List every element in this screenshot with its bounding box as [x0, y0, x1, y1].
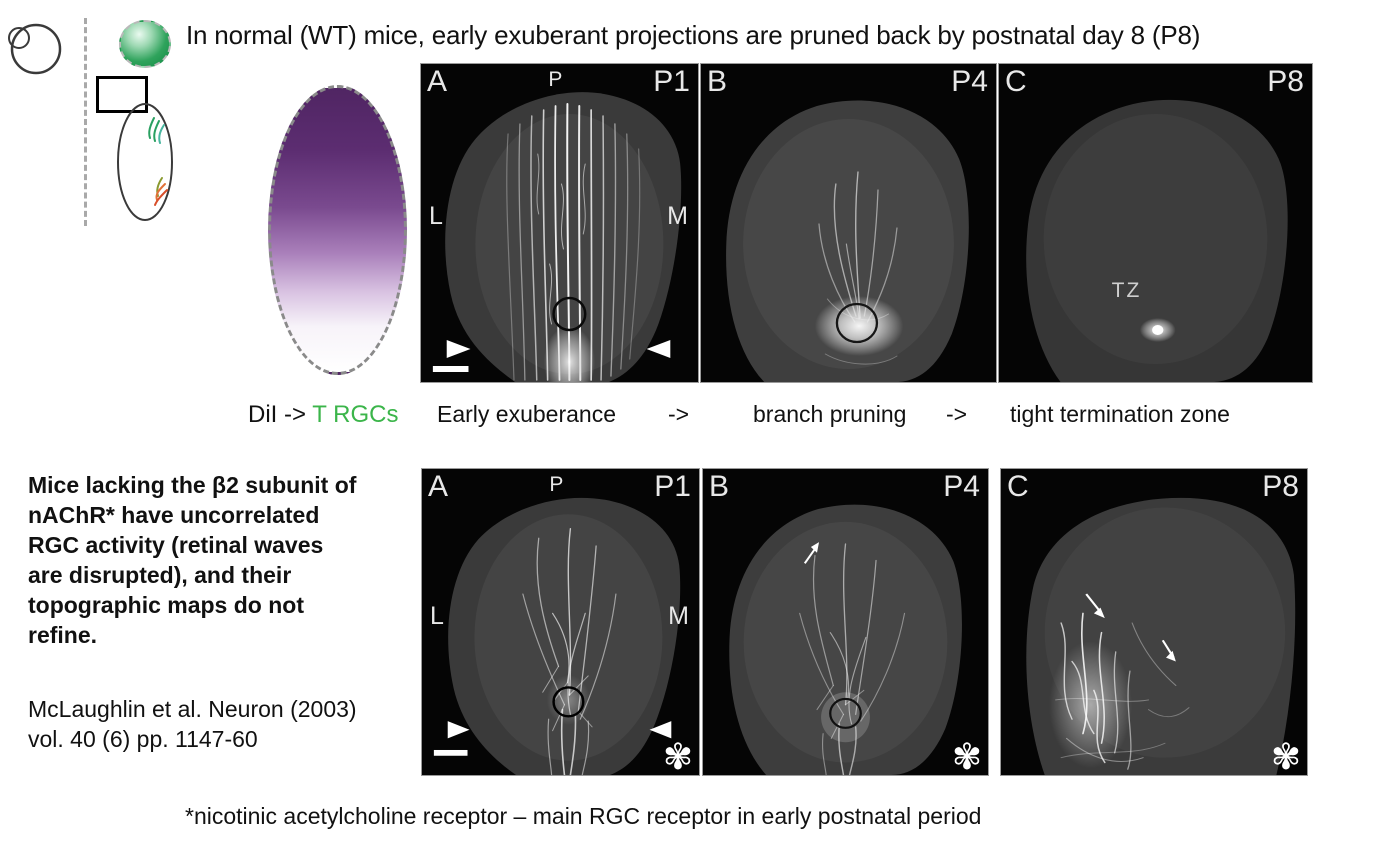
termination-zone-label: TZ: [1111, 279, 1142, 303]
beta2-ko-flower-icon: ✾: [951, 736, 982, 777]
eye-circle-icon: [8, 23, 62, 75]
trgc-label-green: T RGCs: [312, 401, 399, 428]
medial-label: M: [668, 601, 689, 630]
panel-letter: B: [707, 65, 728, 98]
age-label: P4: [951, 65, 988, 98]
citation-line: vol. 40 (6) pp. 1147-60: [28, 726, 258, 752]
micrograph-wt-p4: B P4: [700, 63, 997, 383]
lateral-label: L: [429, 201, 443, 230]
medial-label: M: [667, 201, 688, 230]
caption-step3: tight termination zone: [1010, 401, 1230, 427]
panel-letter: A: [427, 65, 448, 98]
age-label: P1: [653, 65, 690, 98]
caption-step2: branch pruning: [753, 401, 907, 427]
footnote: *nicotinic acetylcholine receptor – main…: [185, 803, 982, 829]
beta2-ko-flower-icon: ✾: [662, 736, 693, 777]
dii-label: DiI -> T RGCs: [248, 401, 398, 429]
slide-title: In normal (WT) mice, early exuberant pro…: [186, 20, 1201, 50]
posterior-label: P: [548, 68, 563, 91]
dii-label-black: DiI ->: [248, 401, 307, 428]
panel-letter: A: [428, 470, 449, 503]
mutant-line: refine.: [28, 622, 98, 648]
micrograph-wt-p1: A P P1 L M: [420, 63, 699, 383]
mutant-line: Mice lacking the β2 subunit of: [28, 472, 357, 498]
caption-arrow1: ->: [668, 401, 690, 427]
wt-p1-image: [421, 64, 698, 382]
age-label: P4: [943, 470, 980, 503]
citation: McLaughlin et al. Neuron (2003) vol. 40 …: [28, 694, 357, 754]
ko-p1-image: [422, 469, 699, 775]
dashed-midline: [84, 18, 87, 226]
green-retina-sphere-icon: [119, 20, 171, 68]
micrograph-ko-p8: C P8 ✾: [1000, 468, 1308, 776]
mutant-line: nAChR* have uncorrelated: [28, 502, 320, 528]
wt-p8-image: [999, 64, 1312, 382]
superior-colliculus-doodle-icon: [117, 103, 173, 221]
panel-letter: B: [709, 470, 730, 503]
citation-line: McLaughlin et al. Neuron (2003): [28, 696, 357, 722]
posterior-label: P: [549, 473, 564, 496]
mutant-line: are disrupted), and their: [28, 562, 292, 588]
caption-arrow2: ->: [946, 401, 968, 427]
caption-step1: Early exuberance: [437, 401, 616, 427]
micrograph-ko-p4: B P4 ✾: [702, 468, 989, 776]
ko-p4-image: [703, 469, 988, 775]
mutant-description: Mice lacking the β2 subunit of nAChR* ha…: [28, 470, 356, 650]
inset-rectangle: [96, 76, 148, 113]
micrograph-wt-p8: C P8 TZ: [998, 63, 1313, 383]
mutant-line: RGC activity (retinal waves: [28, 532, 324, 558]
panel-letter: C: [1007, 470, 1029, 503]
lateral-label: L: [430, 601, 444, 630]
panel-letter: C: [1005, 65, 1027, 98]
ko-p8-image: [1001, 469, 1307, 775]
retina-gradient-ellipse: [268, 85, 407, 375]
wt-p4-image: [701, 64, 996, 382]
age-label: P8: [1267, 65, 1304, 98]
beta2-ko-flower-icon: ✾: [1270, 736, 1301, 777]
age-label: P8: [1262, 470, 1299, 503]
micrograph-ko-p1: A P P1 L M ✾: [421, 468, 700, 776]
mutant-line: topographic maps do not: [28, 592, 304, 618]
age-label: P1: [654, 470, 691, 503]
